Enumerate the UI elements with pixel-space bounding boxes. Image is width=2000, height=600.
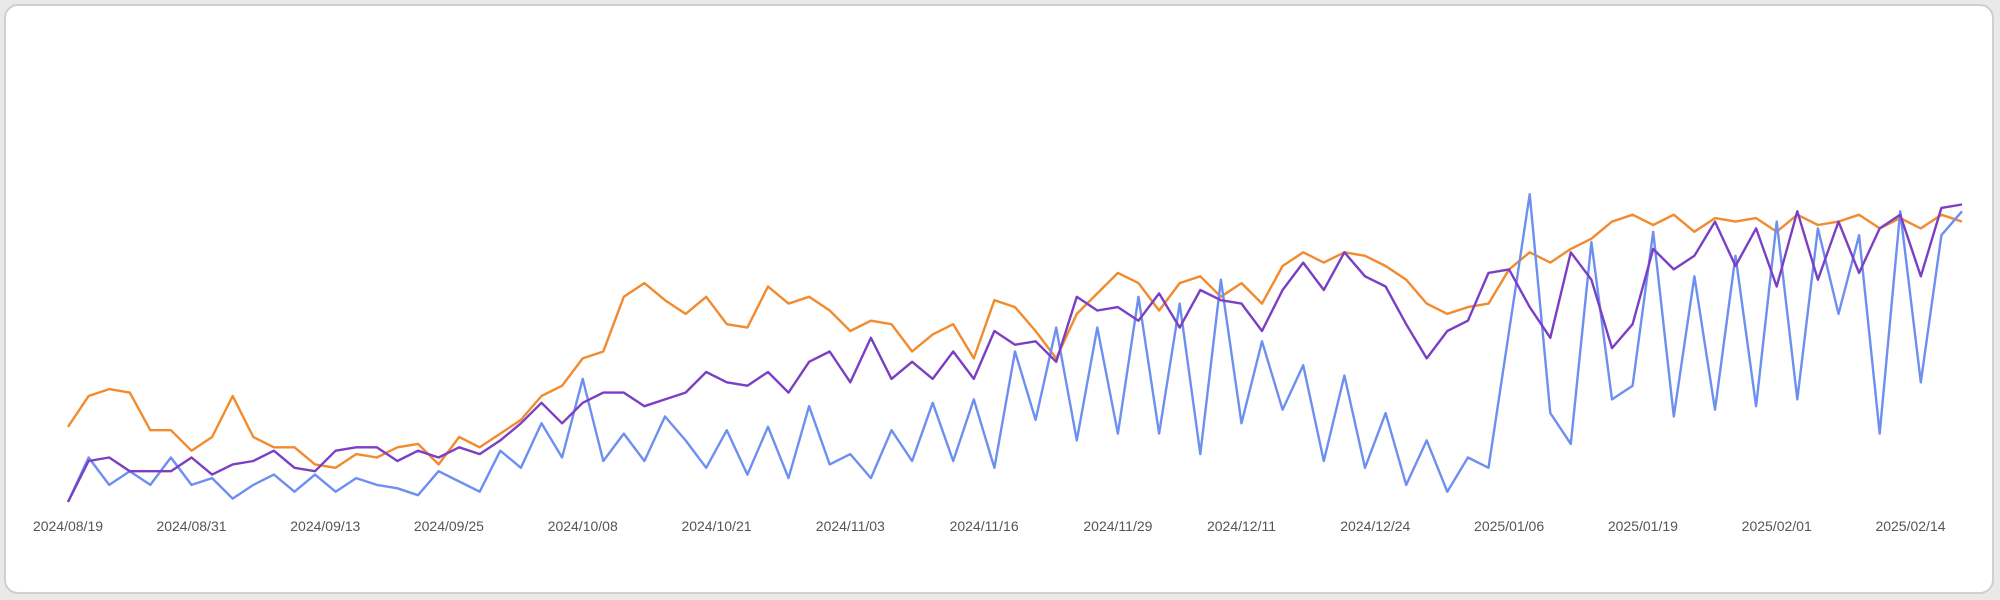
x-tick-label: 2024/11/29 [1083, 518, 1152, 534]
x-tick-label: 2024/08/19 [33, 518, 103, 534]
x-tick-label: 2024/09/13 [290, 518, 360, 534]
x-tick-label: 2025/01/06 [1474, 518, 1544, 534]
x-axis-ticks: 2024/08/19 2024/08/31 2024/09/13 2024/09/25… [33, 518, 1946, 534]
x-tick-label: 2024/12/11 [1207, 518, 1276, 534]
x-tick-label: 2024/08/31 [156, 518, 226, 534]
series-line-1 [67, 213, 1963, 469]
x-tick-label: 2024/11/03 [816, 518, 885, 534]
x-tick-label: 2024/11/16 [950, 518, 1019, 534]
series-layer [66, 192, 1963, 503]
series-line-3 [66, 203, 1963, 503]
x-tick-label: 2024/10/21 [681, 518, 751, 534]
x-tick-label: 2024/10/08 [548, 518, 618, 534]
series-line-2 [66, 192, 1963, 503]
x-tick-label: 2024/12/24 [1340, 518, 1410, 534]
x-tick-label: 2025/02/14 [1875, 518, 1945, 534]
x-tick-label: 2025/01/19 [1608, 518, 1678, 534]
x-tick-label: 2024/09/25 [414, 518, 484, 534]
chart-card [4, 4, 1994, 594]
x-tick-label: 2025/02/01 [1742, 518, 1812, 534]
